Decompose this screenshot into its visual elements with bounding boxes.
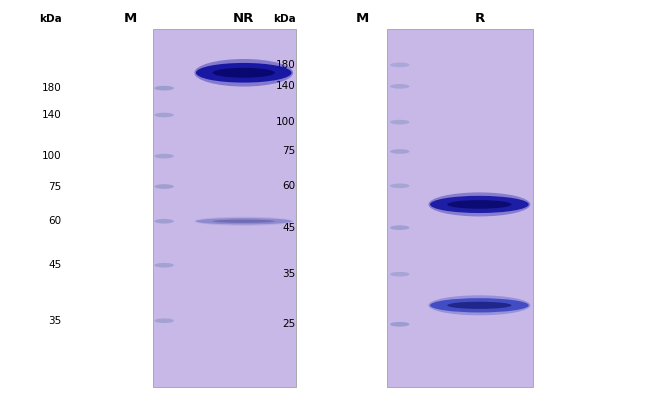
Text: 100: 100 <box>276 117 296 127</box>
Text: kDa: kDa <box>273 14 296 24</box>
Ellipse shape <box>155 113 174 117</box>
Ellipse shape <box>155 184 174 189</box>
Ellipse shape <box>430 298 528 312</box>
Ellipse shape <box>196 63 292 83</box>
Bar <box>387 29 533 387</box>
Ellipse shape <box>390 225 410 230</box>
Ellipse shape <box>390 84 410 89</box>
Ellipse shape <box>447 200 512 209</box>
Ellipse shape <box>213 68 275 78</box>
Ellipse shape <box>155 86 174 90</box>
Text: 60: 60 <box>283 181 296 191</box>
Ellipse shape <box>155 154 174 158</box>
Ellipse shape <box>194 59 293 87</box>
Ellipse shape <box>428 295 530 315</box>
Text: 25: 25 <box>283 319 296 329</box>
Text: M: M <box>124 12 136 25</box>
Text: 100: 100 <box>42 151 62 161</box>
Ellipse shape <box>390 120 410 124</box>
Ellipse shape <box>430 196 528 213</box>
Ellipse shape <box>194 217 293 226</box>
Text: R: R <box>474 12 484 25</box>
Bar <box>153 29 296 387</box>
Ellipse shape <box>155 318 174 323</box>
Text: 60: 60 <box>49 216 62 226</box>
Ellipse shape <box>428 193 530 216</box>
Ellipse shape <box>390 322 410 327</box>
Ellipse shape <box>447 302 512 309</box>
Text: NR: NR <box>233 12 254 25</box>
Text: M: M <box>356 12 369 25</box>
Text: 35: 35 <box>49 316 62 326</box>
Text: 140: 140 <box>42 110 62 120</box>
Text: 35: 35 <box>283 269 296 279</box>
Ellipse shape <box>390 62 410 67</box>
Ellipse shape <box>155 219 174 223</box>
Ellipse shape <box>390 149 410 154</box>
Ellipse shape <box>155 263 174 267</box>
Ellipse shape <box>196 218 292 225</box>
Text: 140: 140 <box>276 82 296 92</box>
Ellipse shape <box>213 220 275 223</box>
Text: kDa: kDa <box>39 14 62 24</box>
Text: 45: 45 <box>49 260 62 270</box>
Text: 45: 45 <box>283 223 296 233</box>
Ellipse shape <box>390 272 410 277</box>
Text: 180: 180 <box>42 83 62 93</box>
Ellipse shape <box>390 183 410 188</box>
Text: 180: 180 <box>276 60 296 70</box>
Text: 75: 75 <box>49 181 62 191</box>
Text: 75: 75 <box>283 146 296 156</box>
